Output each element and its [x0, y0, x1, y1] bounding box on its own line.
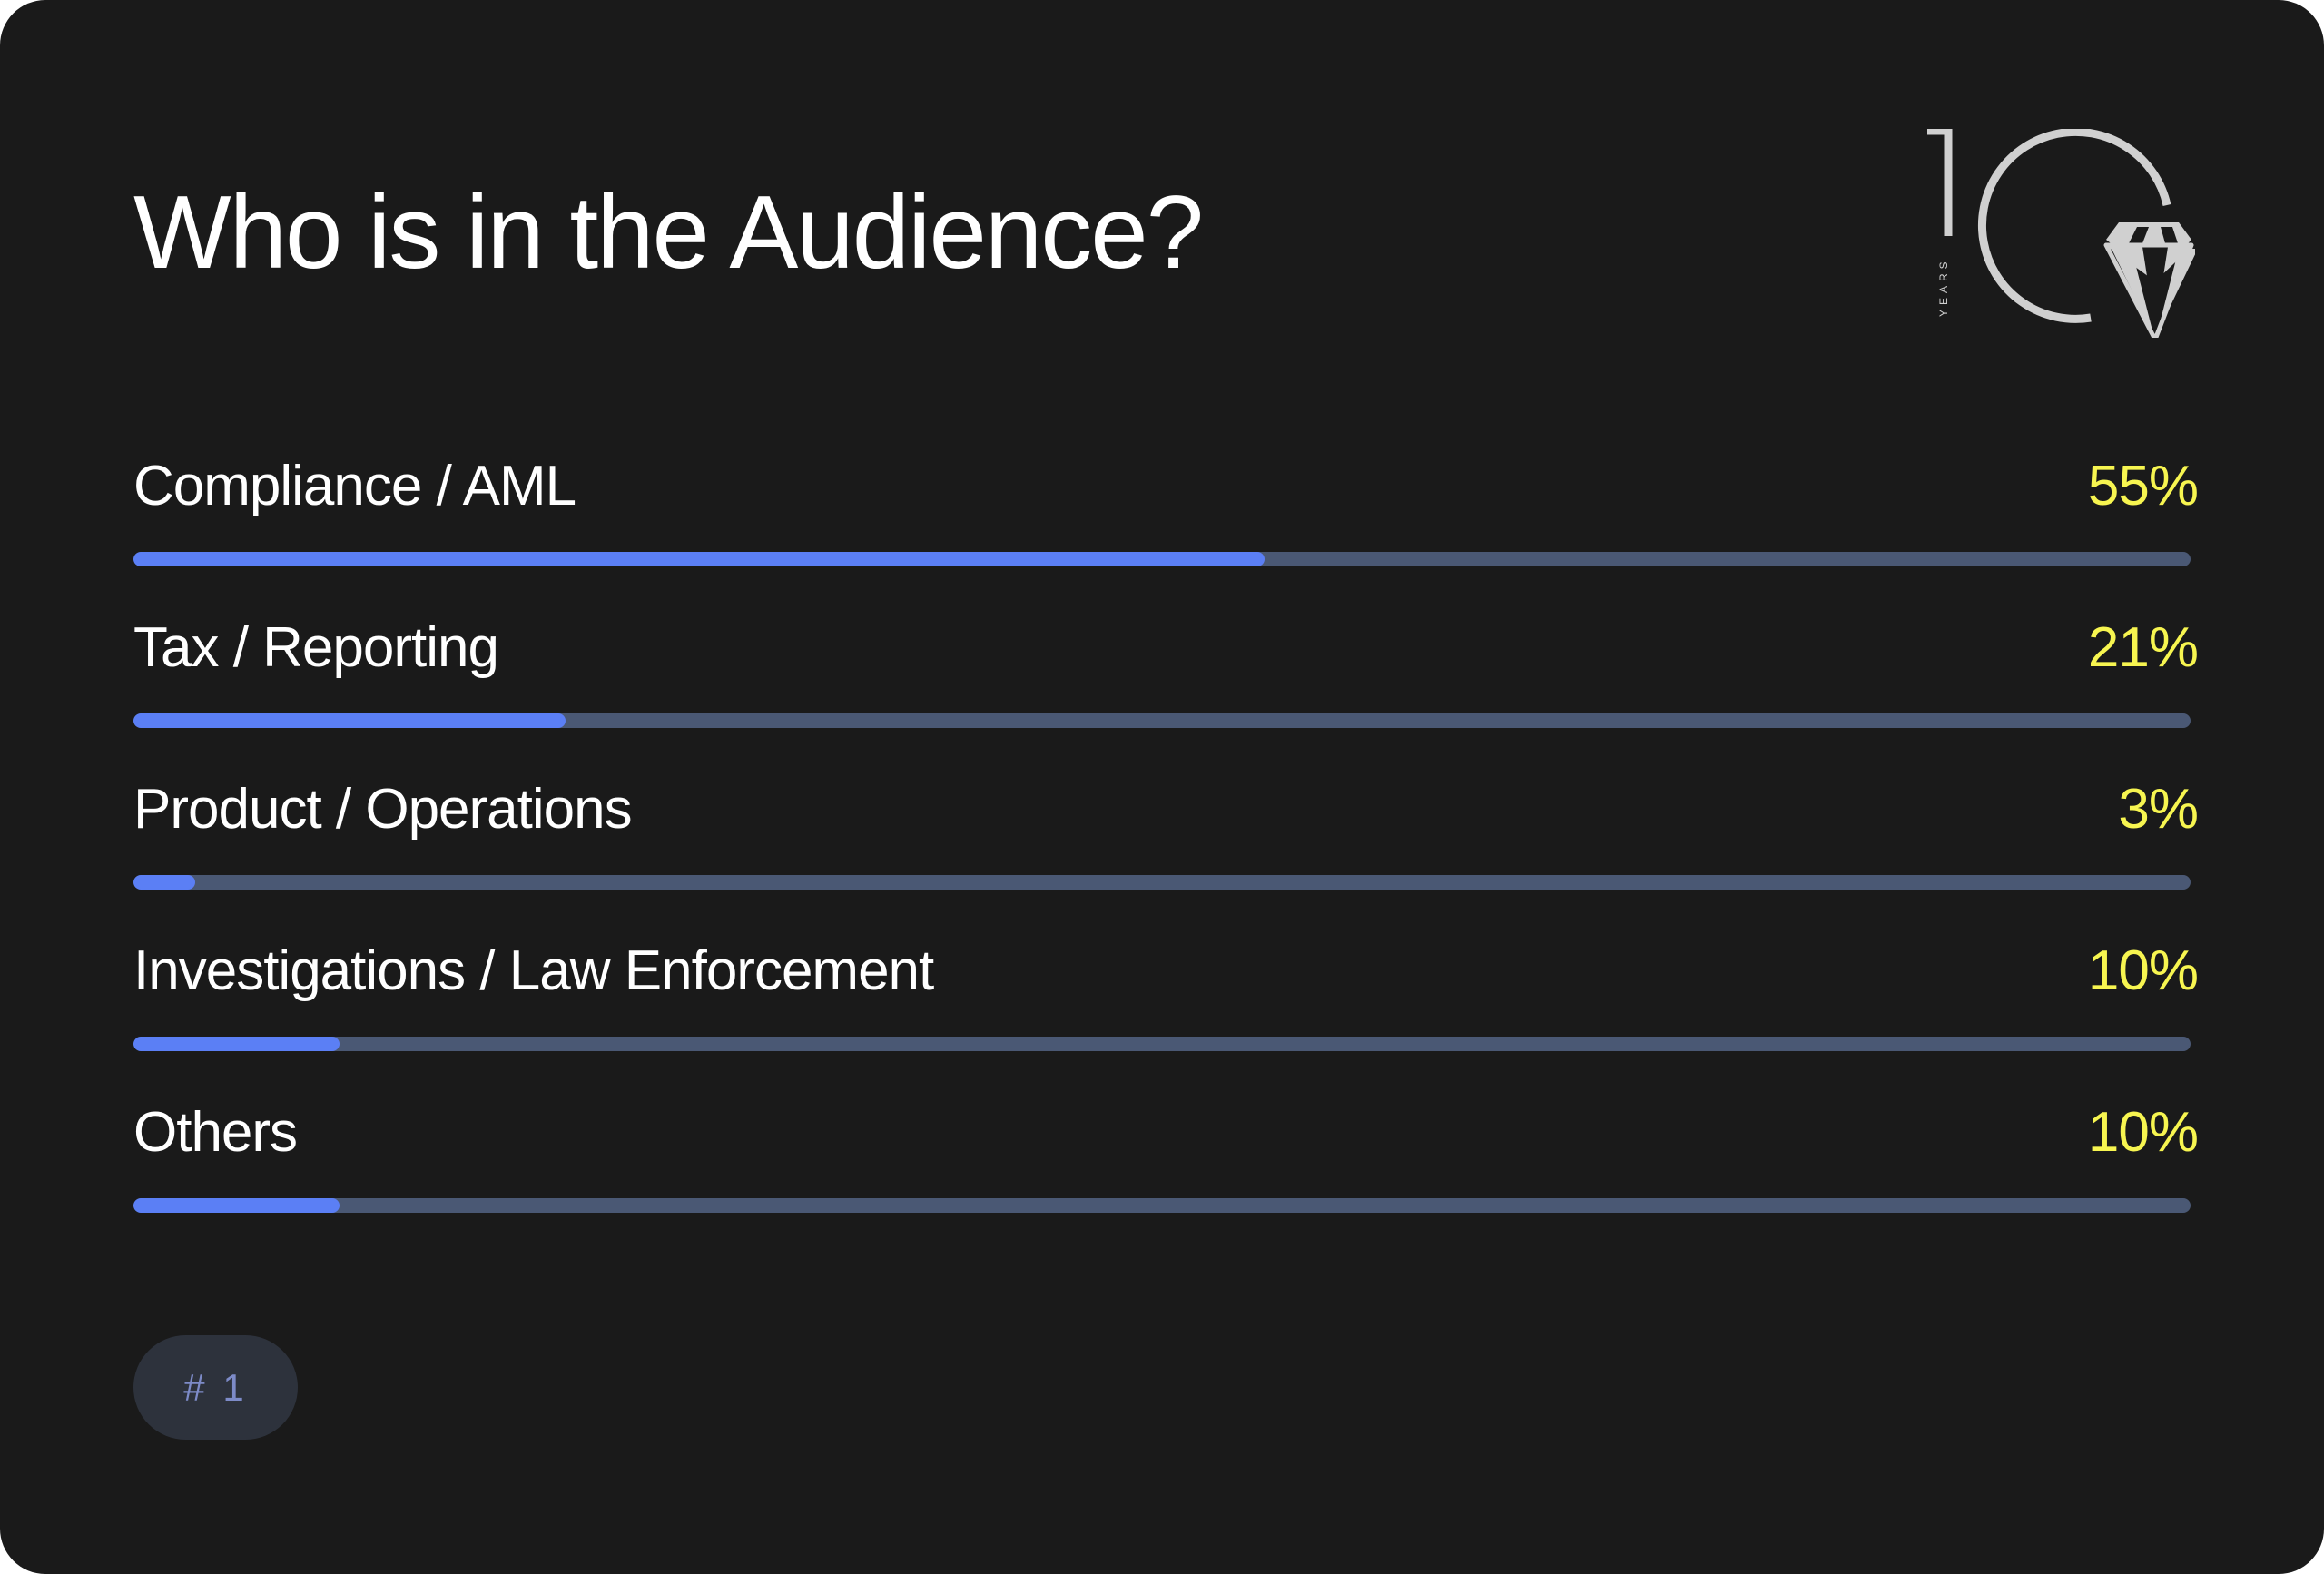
progress-fill: [133, 1198, 340, 1213]
row-label: Investigations / Law Enforcement: [133, 939, 934, 1002]
row-percent: 21%: [2087, 616, 2199, 679]
audience-row: Investigations / Law Enforcement 10%: [133, 939, 2199, 1070]
row-label: Compliance / AML: [133, 455, 576, 517]
progress-track: [133, 875, 2191, 890]
diamond-icon: [2103, 222, 2195, 338]
row-percent: 3%: [2118, 778, 2199, 841]
progress-fill: [133, 1037, 340, 1051]
row-percent: 10%: [2087, 1101, 2199, 1164]
progress-track: [133, 1037, 2191, 1051]
audience-row: Compliance / AML 55%: [133, 455, 2199, 585]
row-label: Product / Operations: [133, 778, 633, 841]
audience-row: Others 10%: [133, 1101, 2199, 1232]
page-title: Who is in the Audience?: [133, 175, 1204, 290]
progress-fill: [133, 875, 195, 890]
row-label: Tax / Reporting: [133, 616, 499, 679]
ten-years-logo: YEARS: [1927, 129, 2195, 338]
row-percent: 10%: [2087, 939, 2199, 1002]
row-percent: 55%: [2087, 455, 2199, 517]
audience-row: Tax / Reporting 21%: [133, 616, 2199, 747]
audience-row: Product / Operations 3%: [133, 778, 2199, 909]
row-label: Others: [133, 1101, 298, 1164]
progress-track: [133, 713, 2191, 728]
logo-years-text: YEARS: [1937, 257, 1950, 317]
slide-number-badge: # 1: [133, 1335, 298, 1440]
progress-track: [133, 552, 2191, 566]
progress-track: [133, 1198, 2191, 1213]
progress-fill: [133, 552, 1265, 566]
progress-fill: [133, 713, 566, 728]
